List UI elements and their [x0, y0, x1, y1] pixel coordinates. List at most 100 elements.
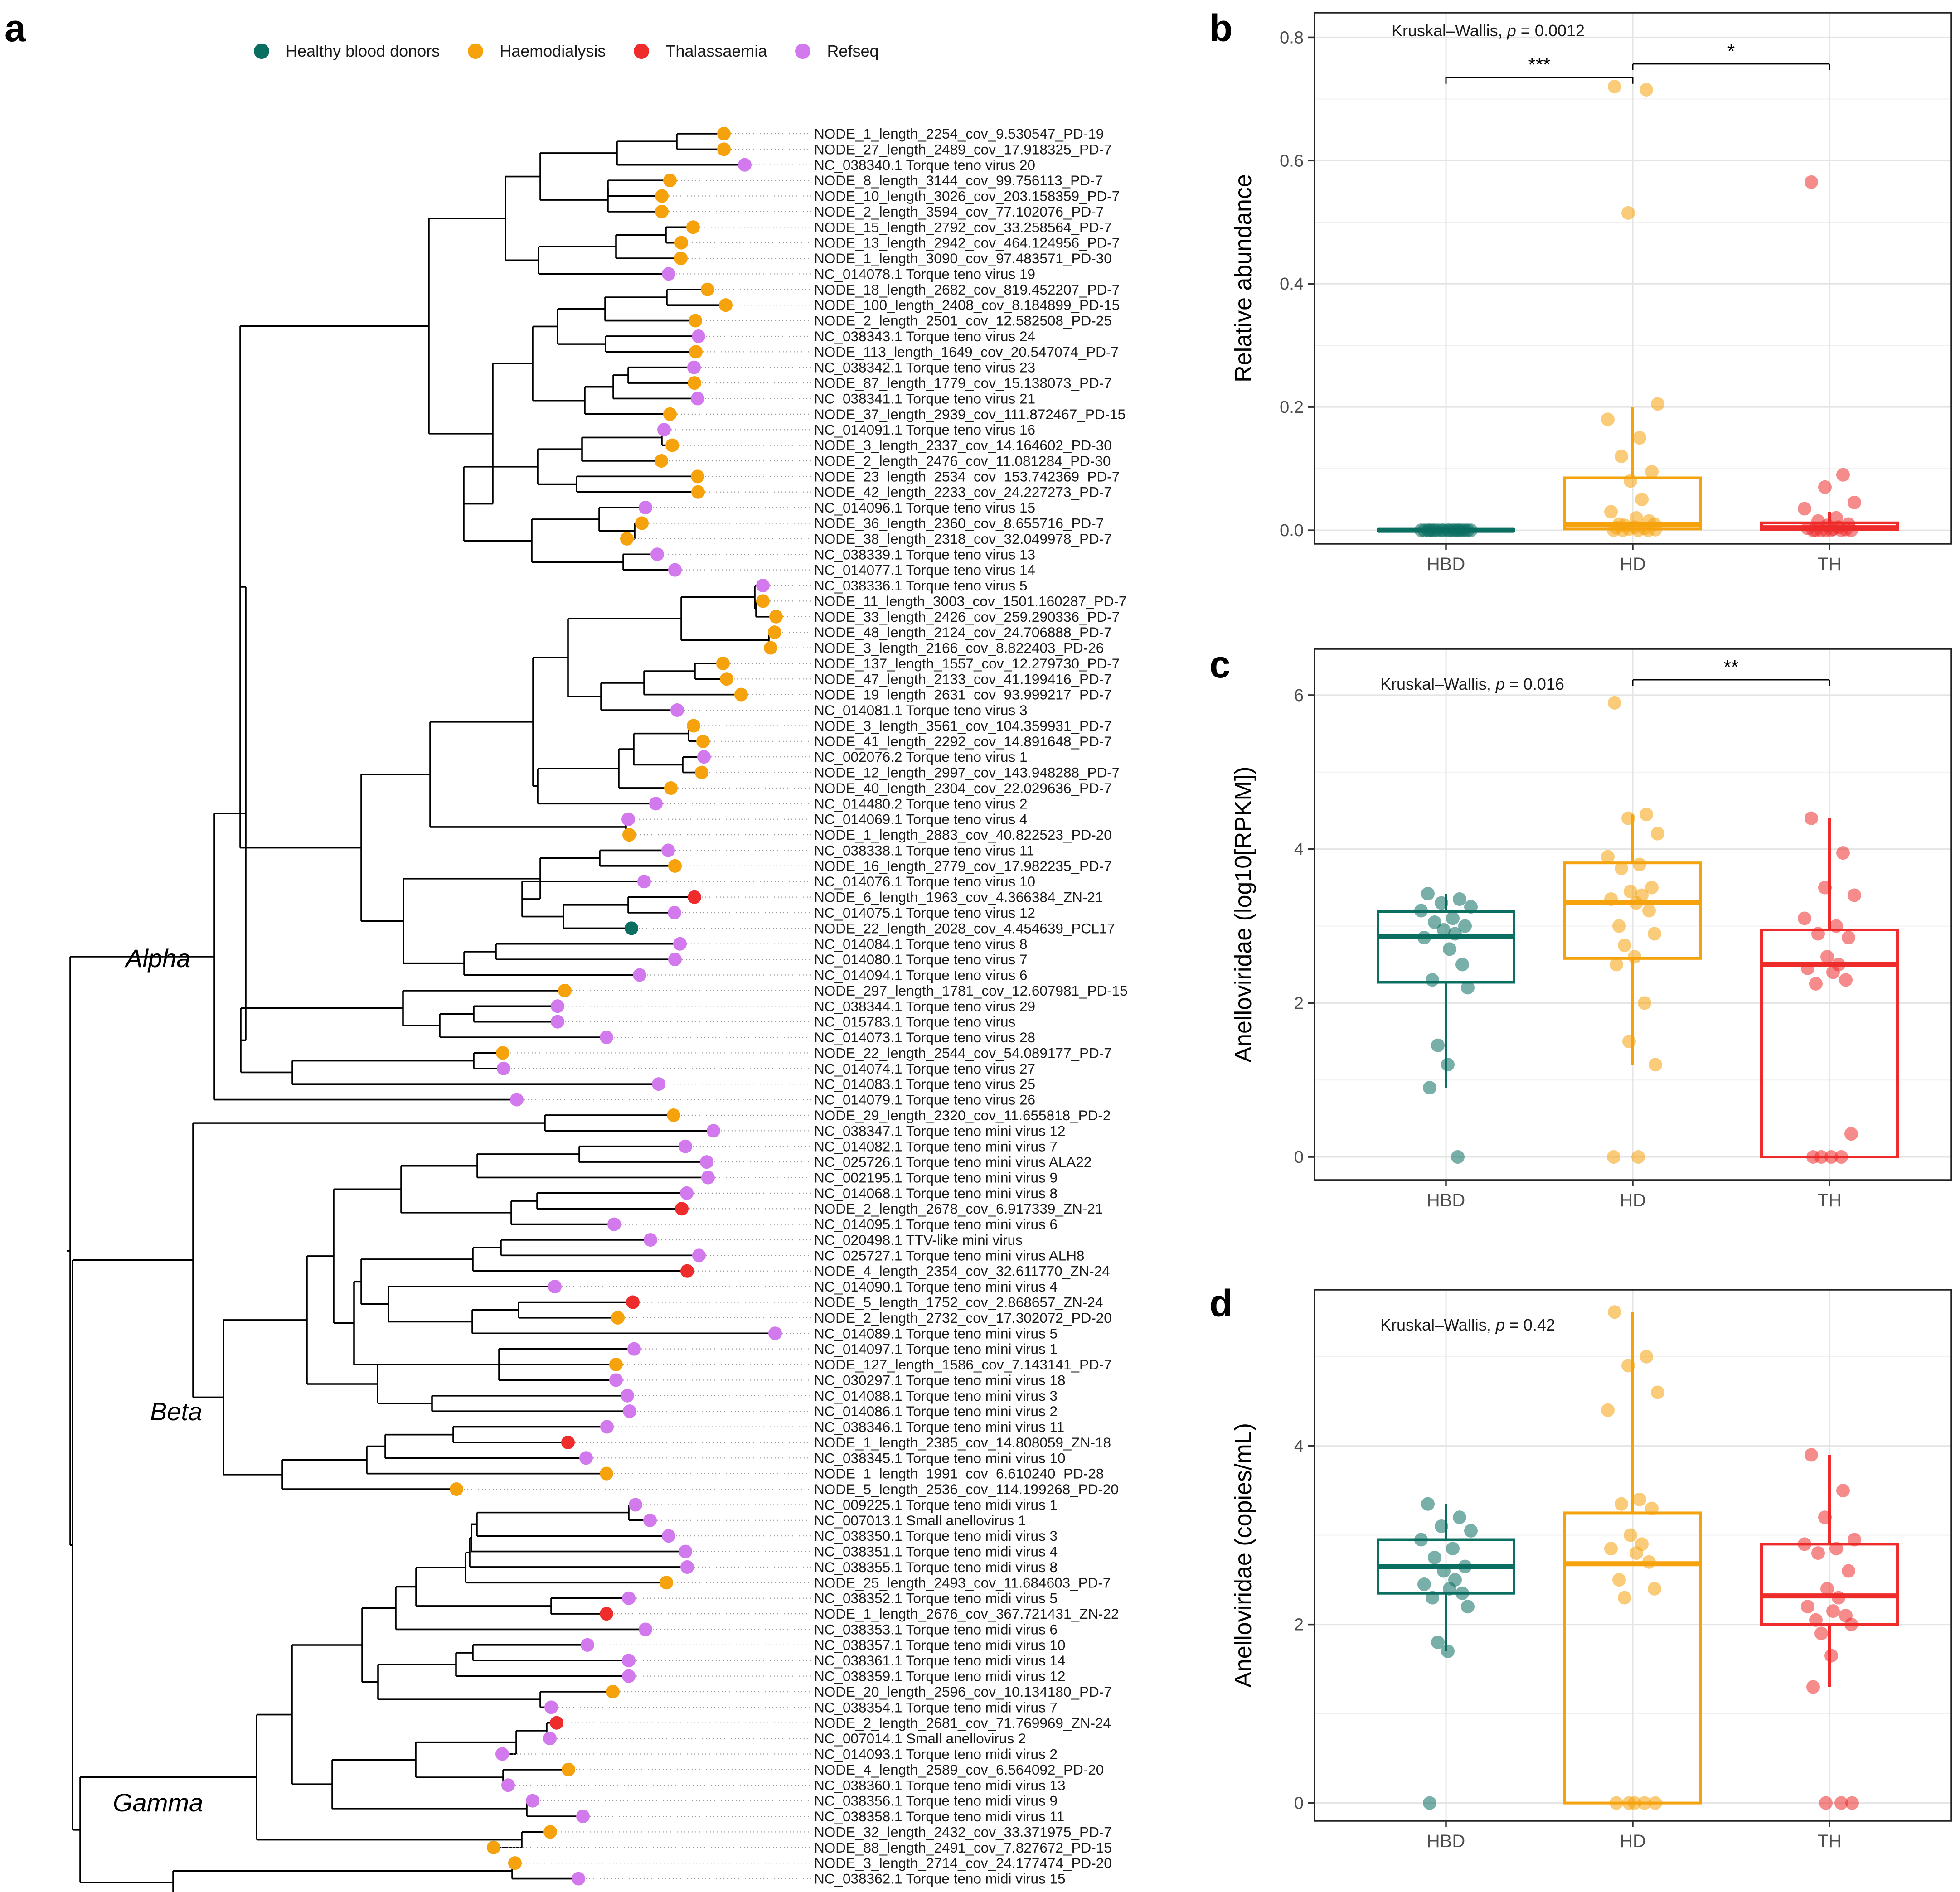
tip-dot	[622, 1591, 636, 1605]
data-point	[1832, 1591, 1845, 1605]
data-point	[1421, 1497, 1435, 1511]
data-point	[1458, 523, 1472, 537]
data-point	[1414, 904, 1428, 918]
tree-tip: NODE_32_length_2432_cov_33.371975_PD-7	[543, 1824, 1112, 1840]
data-point	[1428, 915, 1441, 929]
box-TH	[1760, 818, 1899, 1159]
data-point	[1608, 1305, 1621, 1319]
box-iqr	[1377, 1538, 1515, 1595]
test-annotation: Kruskal–Wallis, p = 0.016	[1380, 675, 1564, 693]
data-point	[1428, 523, 1441, 537]
tree-tip: NC_038345.1 Torque teno mini virus 10	[579, 1450, 1066, 1466]
legend-item-hd: Haemodialysis	[468, 42, 606, 61]
tip-label: NC_014073.1 Torque teno virus 28	[814, 1029, 1035, 1045]
data-point	[1801, 1600, 1814, 1614]
tip-dot	[738, 158, 752, 172]
data-point	[1414, 523, 1428, 537]
tip-label: NC_038339.1 Torque teno virus 13	[814, 546, 1035, 562]
data-point	[1820, 518, 1834, 532]
tip-label: NODE_11_length_3003_cov_1501.160287_PD-7	[814, 593, 1126, 609]
tip-dot	[622, 828, 636, 842]
tip-dot	[665, 438, 679, 452]
tip-label: NODE_1_length_2385_cov_14.808059_ZN-18	[814, 1434, 1111, 1451]
tree-tip: NODE_2_length_3594_cov_77.102076_PD-7	[655, 203, 1104, 220]
data-point	[1806, 1150, 1820, 1164]
tip-dot	[561, 1435, 575, 1449]
data-point	[1642, 1555, 1656, 1569]
data-point	[1451, 1150, 1465, 1164]
box-iqr	[1760, 928, 1899, 1159]
tip-label: NC_014093.1 Torque teno midi virus 2	[814, 1746, 1058, 1762]
tip-label: NC_014083.1 Torque teno virus 25	[814, 1076, 1035, 1092]
tree-tip: NODE_18_length_2682_cov_819.452207_PD-7	[701, 281, 1120, 298]
plot-frame	[1314, 12, 1952, 545]
tip-label: NODE_18_length_2682_cov_819.452207_PD-7	[814, 281, 1120, 298]
data-point	[1464, 900, 1478, 914]
tip-dot	[606, 1685, 620, 1698]
tip-label: NC_038340.1 Torque teno virus 20	[814, 157, 1035, 173]
gridlines	[1315, 649, 1951, 1180]
tree-tip: NODE_127_length_1586_cov_7.143141_PD-7	[609, 1356, 1112, 1373]
tip-dot	[687, 719, 700, 733]
tip-label: NC_020498.1 TTV-like mini virus	[814, 1232, 1023, 1248]
tip-label: NC_014088.1 Torque teno mini virus 3	[814, 1388, 1058, 1404]
tip-dot	[627, 1342, 641, 1356]
tip-label: NODE_36_length_2360_cov_8.655716_PD-7	[814, 515, 1104, 532]
tree-tip: NC_038356.1 Torque teno midi virus 9	[526, 1793, 1058, 1809]
data-point	[1642, 514, 1656, 528]
data-point	[1633, 857, 1646, 871]
clade-label-gamma: Gamma	[113, 1788, 203, 1817]
data-point	[1431, 523, 1445, 537]
tip-label: NC_014097.1 Torque teno mini virus 1	[814, 1341, 1058, 1357]
tip-label: NC_038345.1 Torque teno mini virus 10	[814, 1450, 1066, 1466]
tip-label: NODE_15_length_2792_cov_33.258564_PD-7	[814, 219, 1112, 235]
data-point	[1421, 523, 1435, 537]
tip-label: NC_014077.1 Torque teno virus 14	[814, 562, 1035, 578]
data-point	[1453, 1510, 1466, 1524]
data-point	[1615, 1497, 1628, 1511]
tip-label: NODE_41_length_2292_cov_14.891648_PD-7	[814, 733, 1112, 750]
tip-label: NODE_87_length_1779_cov_15.138073_PD-7	[814, 375, 1112, 391]
p-value: = 0.016	[1505, 675, 1564, 693]
tip-label: NC_015783.1 Torque teno virus	[814, 1014, 1015, 1030]
data-point	[1844, 523, 1858, 537]
data-point	[1608, 696, 1621, 710]
significance-label: **	[1724, 656, 1739, 677]
clade-label-beta: Beta	[150, 1397, 202, 1426]
data-point	[1798, 502, 1811, 516]
data-point	[1824, 1150, 1838, 1164]
data-point	[1832, 958, 1845, 972]
data-point	[1451, 523, 1465, 537]
data-point	[1640, 1350, 1653, 1364]
data-point	[1616, 523, 1630, 537]
legend-swatch	[795, 44, 811, 59]
tip-dot	[497, 1061, 510, 1075]
data-point	[1640, 82, 1653, 97]
tree-tip: NC_038354.1 Torque teno midi virus 7	[544, 1699, 1058, 1715]
data-point	[1622, 1035, 1636, 1049]
panel-label-b: b	[1209, 7, 1233, 49]
data-point	[1464, 1524, 1478, 1538]
y-tick-label: 0	[1294, 1794, 1304, 1813]
data-point	[1628, 950, 1641, 964]
data-point	[1423, 523, 1436, 537]
x-tick-label: HBD	[1427, 554, 1465, 574]
tip-dot	[495, 1747, 509, 1761]
box-iqr	[1760, 1543, 1899, 1626]
tip-label: NODE_42_length_2233_cov_24.227273_PD-7	[814, 484, 1112, 500]
data-point	[1819, 523, 1833, 537]
tip-label: NC_014080.1 Torque teno virus 7	[814, 951, 1028, 968]
tree-tip: NC_038346.1 Torque teno mini virus 11	[600, 1419, 1064, 1435]
tip-dot	[623, 1404, 636, 1418]
data-point	[1805, 811, 1818, 825]
data-point	[1622, 522, 1636, 536]
tip-dot	[600, 1466, 613, 1481]
data-point	[1446, 523, 1460, 537]
tip-label: NODE_2_length_2732_cov_17.302072_PD-20	[814, 1310, 1112, 1326]
x-tick-label: HBD	[1427, 1831, 1465, 1851]
tip-label: NC_002076.2 Torque teno virus 1	[814, 749, 1028, 765]
tip-label: NC_002195.1 Torque teno mini virus 9	[814, 1169, 1058, 1186]
tree-tip: NODE_19_length_2631_cov_93.999217_PD-7	[734, 687, 1112, 703]
tip-dot	[544, 1700, 558, 1714]
points-HBD	[1414, 887, 1478, 1164]
